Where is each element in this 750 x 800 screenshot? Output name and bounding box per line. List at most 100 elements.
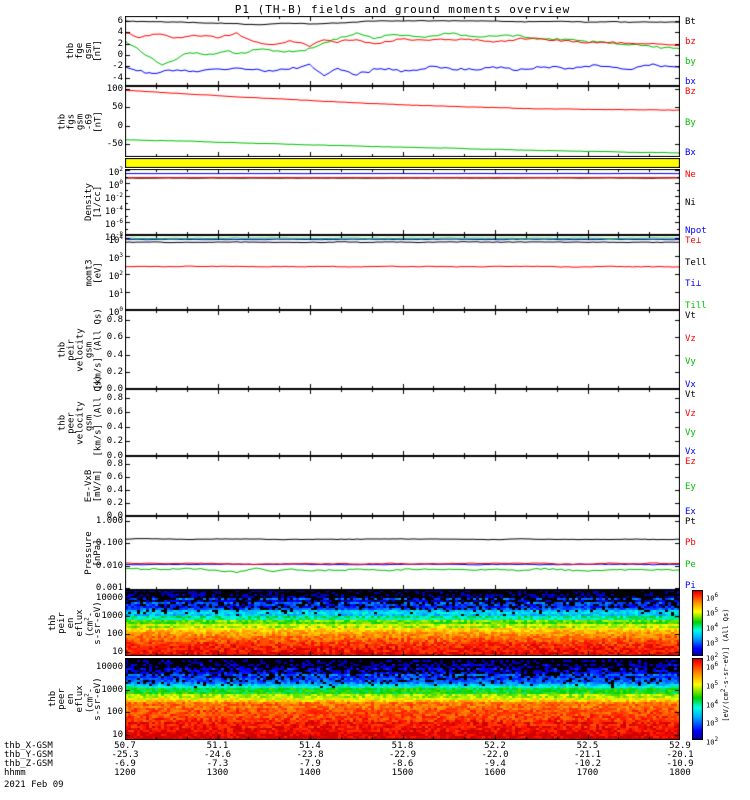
panel-canvas-fgs-gsm-69 bbox=[125, 86, 680, 157]
legend-label-Ez: Ez bbox=[685, 457, 696, 467]
legend-label-Vx: Vx bbox=[685, 380, 696, 390]
xaxis-value: -21.1 bbox=[573, 750, 602, 760]
yaxis-label-peer-velocity: velocity bbox=[75, 400, 85, 445]
colorbar-tick-label: 102 bbox=[706, 652, 719, 663]
xaxis-value: 1500 bbox=[391, 768, 414, 778]
legend-label-Te⊥: Te⊥ bbox=[685, 236, 702, 246]
xaxis-value: -10.9 bbox=[666, 759, 694, 769]
yaxis-label-fgs-gsm-69: -69 bbox=[84, 113, 94, 130]
xaxis-value: -7.9 bbox=[299, 759, 321, 769]
xaxis-value: 51.8 bbox=[391, 741, 414, 751]
legend-label-Vz: Vz bbox=[685, 334, 696, 344]
ytick-label-peer-velocity: 0.4 bbox=[106, 421, 123, 432]
yaxis-label-density: [1/cc] bbox=[93, 185, 103, 219]
xaxis-value: -7.3 bbox=[206, 759, 229, 769]
legend-label-Vt: Vt bbox=[685, 390, 696, 400]
ytick-label-fgs-gsm-69: 100 bbox=[106, 83, 123, 94]
ytick-label-e-field: 0.0 bbox=[106, 511, 123, 521]
ytick-label-peir-velocity: 0.0 bbox=[106, 384, 123, 394]
panel-canvas-fge-gsm bbox=[125, 16, 680, 86]
yaxis-label-peir-velocity: velocity bbox=[75, 327, 85, 372]
ytick-label-peer-eflux: 100 bbox=[106, 707, 123, 718]
legend-label-Pi: Pi bbox=[685, 581, 696, 591]
yaxis-label-momt3: [eV] bbox=[93, 261, 103, 284]
panel-canvas-density bbox=[125, 169, 680, 235]
ytick-label-momt3: 104 bbox=[108, 234, 123, 247]
xaxis-value: -22.0 bbox=[481, 750, 509, 760]
xaxis-value: -6.9 bbox=[114, 759, 136, 769]
ytick-label-peir-eflux: 10000 bbox=[95, 592, 123, 603]
legend-label-by: by bbox=[685, 57, 696, 67]
legend-label-bz: bz bbox=[685, 37, 696, 47]
ytick-label-peir-velocity: 0.4 bbox=[106, 349, 123, 360]
ytick-label-peer-eflux: 10000 bbox=[95, 662, 123, 673]
ytick-label-fge-gsm: 0 bbox=[117, 50, 123, 61]
ytick-label-peer-eflux: 10 bbox=[112, 729, 123, 740]
legend-label-Ni: Ni bbox=[685, 198, 696, 208]
yaxis-label-e-field: [mV/m] bbox=[93, 469, 103, 503]
yaxis-label-peer-velocity: thb bbox=[57, 414, 67, 431]
date-label: 2021 Feb 09 bbox=[4, 780, 64, 790]
yaxis-label-peer-velocity: [km/s] (All Qs) bbox=[93, 374, 103, 456]
ytick-label-fgs-gsm-69: 0 bbox=[117, 120, 123, 131]
panel-canvas-peir-velocity bbox=[125, 310, 680, 389]
legend-label-Vz: Vz bbox=[685, 409, 696, 419]
colorbar-tick-label: 103 bbox=[706, 717, 719, 728]
panel-canvas-peer-eflux bbox=[125, 658, 680, 740]
legend-label-Bt: Bt bbox=[685, 17, 696, 27]
xaxis-value: 50.7 bbox=[114, 741, 136, 751]
legend-label-By: By bbox=[685, 117, 696, 128]
legend-label-Tell: Tell bbox=[685, 257, 707, 268]
panel-canvas-momt3 bbox=[125, 235, 680, 310]
ytick-label-density: 10-6 bbox=[104, 218, 123, 231]
ytick-label-peir-velocity: 0.8 bbox=[106, 315, 123, 326]
spectrogram-colorbar bbox=[692, 658, 703, 740]
ytick-label-e-field: 0.2 bbox=[106, 497, 123, 508]
legend-label-bx: bx bbox=[685, 77, 696, 87]
legend-label-Pt: Pt bbox=[685, 517, 696, 527]
ytick-label-peir-velocity: 0.2 bbox=[106, 366, 123, 377]
legend-label-Ex: Ex bbox=[685, 507, 696, 517]
xaxis-value: 1600 bbox=[484, 768, 506, 778]
ytick-label-fge-gsm: 6 bbox=[117, 15, 123, 26]
legend-label-Vt: Vt bbox=[685, 311, 696, 321]
colorbar-tick-label: 104 bbox=[706, 698, 719, 710]
legend-label-Bz: Bz bbox=[685, 87, 696, 97]
legend-label-Pe: Pe bbox=[685, 559, 696, 570]
colorbar-tick-label: 102 bbox=[706, 736, 719, 747]
colorbar-unit-label: [eV/(cm2-s-sr-eV)] (All Qs) bbox=[719, 608, 731, 722]
legend-label-Npot: Npot bbox=[685, 226, 707, 236]
ytick-label-peer-velocity: 0.0 bbox=[106, 451, 123, 461]
ytick-label-peir-eflux: 10 bbox=[112, 646, 123, 657]
ytick-label-peir-eflux: 100 bbox=[106, 628, 123, 639]
spectrogram-colorbar bbox=[692, 590, 703, 656]
colorbar-tick-label: 106 bbox=[706, 661, 719, 672]
colorbar-tick-label: 104 bbox=[706, 622, 719, 633]
panel-canvas-peer-velocity bbox=[125, 389, 680, 456]
ytick-label-peer-velocity: 0.6 bbox=[106, 407, 123, 418]
ytick-label-momt3: 101 bbox=[108, 288, 123, 301]
ytick-label-peir-eflux: 1000 bbox=[101, 610, 123, 621]
xaxis-value: -20.1 bbox=[666, 750, 694, 760]
xaxis-value: 51.4 bbox=[299, 741, 321, 751]
yaxis-label-peir-velocity: thb bbox=[57, 341, 67, 358]
ytick-label-fgs-gsm-69: 50 bbox=[112, 102, 123, 113]
legend-label-Ne: Ne bbox=[685, 170, 696, 180]
xaxis-value: -25.3 bbox=[111, 750, 139, 760]
yaxis-label-fgs-gsm-69: fgs bbox=[66, 113, 76, 130]
panel-canvas-pressure bbox=[125, 516, 680, 590]
xaxis-value: 52.9 bbox=[669, 741, 691, 751]
ytick-label-peir-velocity: 0.6 bbox=[106, 332, 123, 343]
ytick-label-density: 100 bbox=[108, 179, 123, 192]
ytick-label-peer-velocity: 0.8 bbox=[106, 392, 123, 403]
legend-label-Bx: Bx bbox=[685, 148, 696, 158]
xaxis-value: -24.6 bbox=[203, 750, 232, 760]
xaxis-value: -8.6 bbox=[391, 759, 414, 769]
yaxis-label-peir-velocity: gsm bbox=[84, 341, 94, 358]
legend-label-Vy: Vy bbox=[685, 357, 696, 367]
ytick-label-momt3: 103 bbox=[108, 252, 123, 265]
xaxis-value: 1200 bbox=[114, 768, 136, 778]
ytick-label-density: 10-8 bbox=[104, 231, 123, 243]
yaxis-label-fgs-gsm-69: [nT] bbox=[93, 110, 103, 133]
ytick-label-density: 10-4 bbox=[104, 205, 123, 218]
